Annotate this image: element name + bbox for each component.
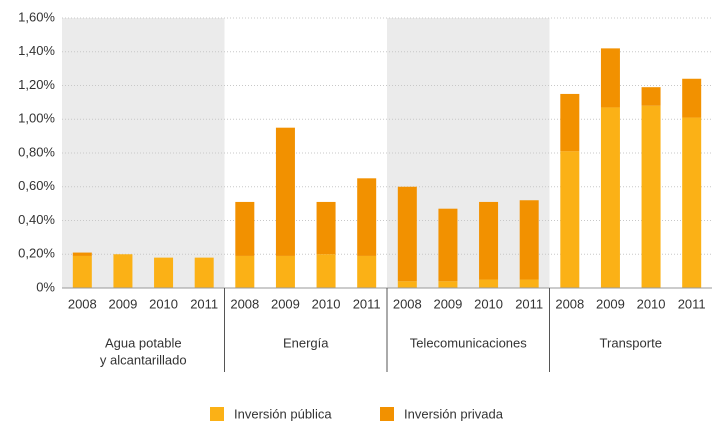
bar-segment xyxy=(519,200,539,280)
bar-segment xyxy=(641,87,661,106)
x-tick-label: 2009 xyxy=(433,296,462,311)
x-tick-label: 2009 xyxy=(271,296,300,311)
group-label: Transporte xyxy=(600,335,662,350)
legend-swatch xyxy=(210,407,224,421)
bar-segment xyxy=(357,178,377,256)
y-tick-label: 0,80% xyxy=(18,144,55,159)
x-tick-label: 2008 xyxy=(555,296,584,311)
x-tick-label: 2010 xyxy=(637,296,666,311)
x-tick-label: 2011 xyxy=(678,296,706,311)
group-label: y alcantarillado xyxy=(100,352,187,367)
x-tick-label: 2008 xyxy=(393,296,422,311)
bar-segment xyxy=(194,257,214,288)
x-tick-label: 2011 xyxy=(353,296,381,311)
bar-segment xyxy=(438,208,458,282)
bar-segment xyxy=(316,201,336,255)
bar-segment xyxy=(641,105,661,288)
bar-segment xyxy=(235,201,255,256)
x-tick-label: 2010 xyxy=(474,296,503,311)
bar-segment xyxy=(479,279,499,288)
bar-segment xyxy=(519,279,539,288)
bar-segment xyxy=(600,107,620,288)
bar-segment xyxy=(357,255,377,288)
y-tick-label: 1,00% xyxy=(18,111,55,126)
y-tick-label: 1,40% xyxy=(18,43,55,58)
bar-segment xyxy=(600,48,620,108)
legend-label: Inversión privada xyxy=(404,406,504,421)
bar-segment xyxy=(235,255,255,288)
x-tick-label: 2009 xyxy=(108,296,137,311)
y-tick-label: 1,20% xyxy=(18,77,55,92)
bar-segment xyxy=(397,186,417,282)
bar-segment xyxy=(113,254,133,288)
x-tick-label: 2009 xyxy=(596,296,625,311)
group-label: Telecomunicaciones xyxy=(410,335,528,350)
group-label: Energía xyxy=(283,335,329,350)
x-tick-label: 2008 xyxy=(68,296,97,311)
legend-swatch xyxy=(380,407,394,421)
bar-segment xyxy=(438,281,458,288)
y-tick-label: 0,20% xyxy=(18,246,55,261)
y-tick-label: 0% xyxy=(36,279,55,294)
bar-segment xyxy=(275,255,295,288)
bar-segment xyxy=(72,255,92,288)
y-tick-label: 1,60% xyxy=(18,9,55,24)
legend-label: Inversión pública xyxy=(234,406,332,421)
bar-segment xyxy=(560,93,580,152)
y-tick-label: 0,60% xyxy=(18,178,55,193)
x-tick-label: 2008 xyxy=(230,296,259,311)
x-tick-label: 2010 xyxy=(149,296,178,311)
x-tick-label: 2011 xyxy=(190,296,218,311)
bar-segment xyxy=(72,252,92,256)
bar-segment xyxy=(682,78,702,118)
group-label: Agua potable xyxy=(105,335,182,350)
bar-segment xyxy=(154,257,174,288)
x-tick-label: 2010 xyxy=(312,296,341,311)
bar-segment xyxy=(682,117,702,288)
bar-segment xyxy=(275,127,295,256)
bar-segment xyxy=(479,201,499,280)
y-tick-label: 0,40% xyxy=(18,212,55,227)
bar-segment xyxy=(397,281,417,288)
bar-segment xyxy=(560,151,580,288)
bar-segment xyxy=(316,254,336,288)
x-tick-label: 2011 xyxy=(515,296,543,311)
